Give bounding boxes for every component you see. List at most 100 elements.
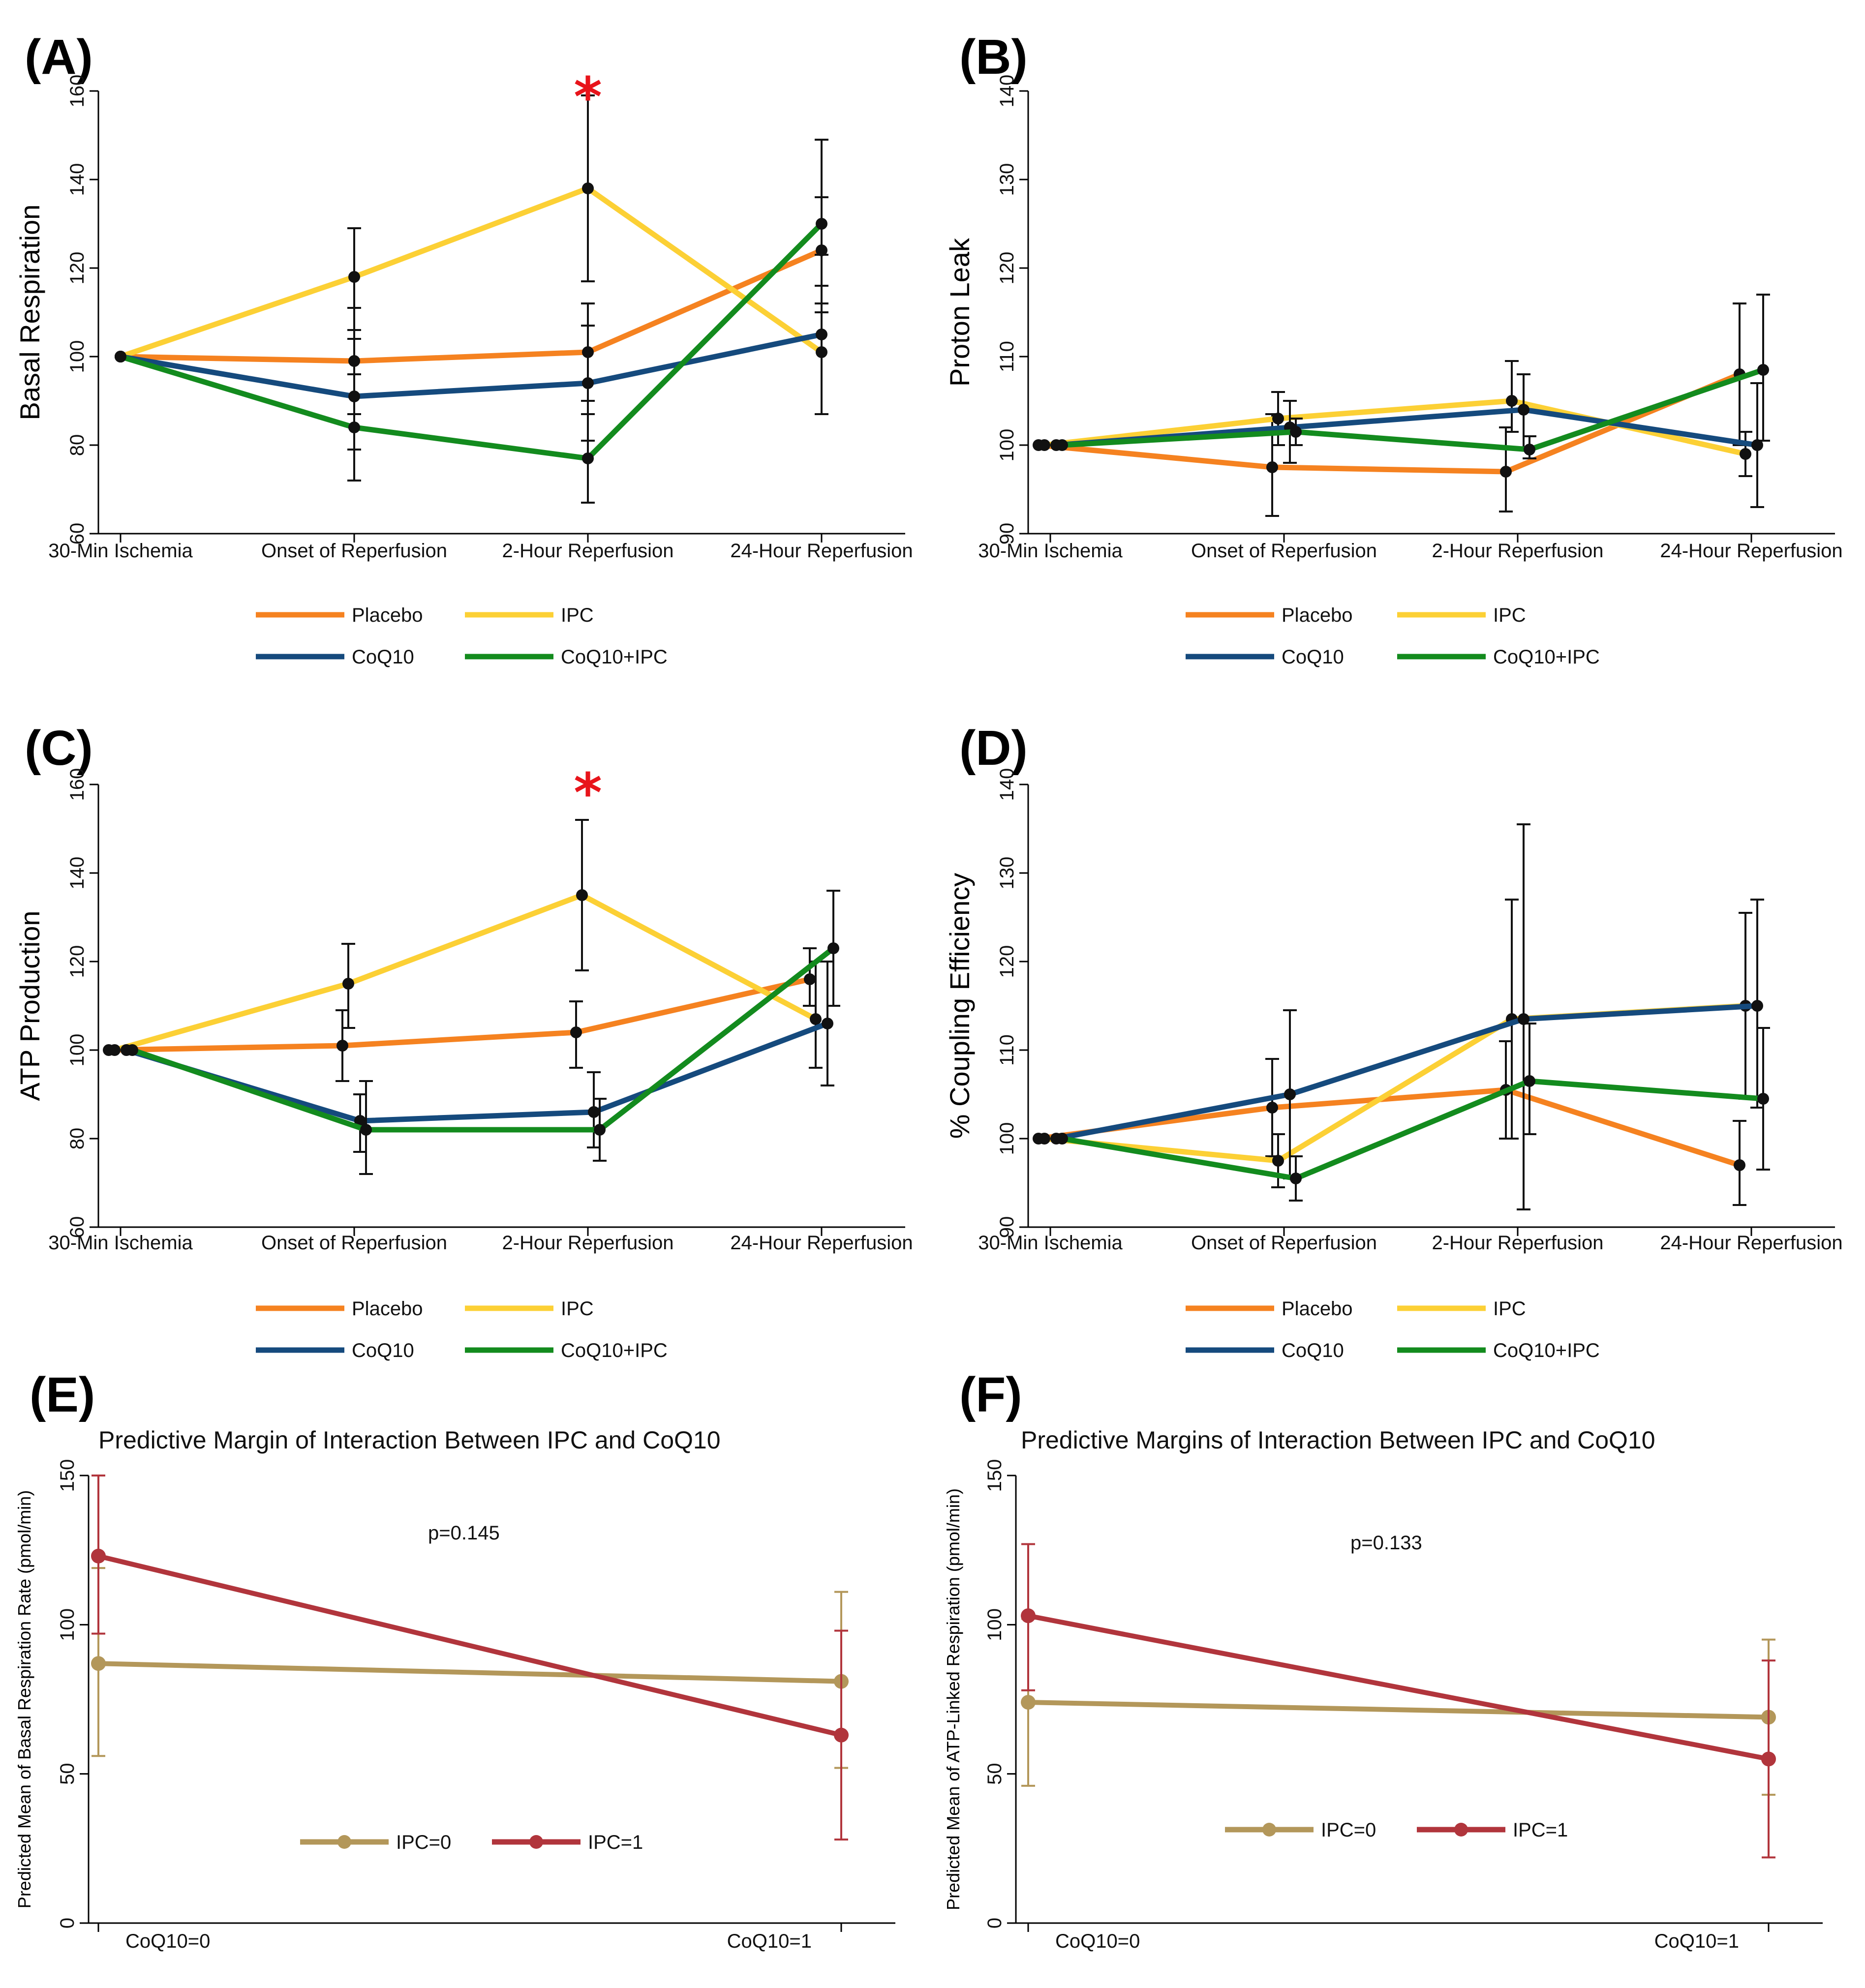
panel-c-legend-label-placebo: Placebo: [352, 1298, 423, 1320]
panel-a-legend-label-ipc: IPC: [561, 604, 594, 626]
panel-c-xtick-label: Onset of Reperfusion: [261, 1232, 447, 1254]
panel-b-xtick-label: 2-Hour Reperfusion: [1432, 540, 1603, 562]
panel-b-series-coq10-point: [1751, 439, 1763, 451]
panel-c-series-ipc-point: [342, 978, 354, 990]
panel-e-series-ipc-0-point: [91, 1656, 106, 1671]
panel-a-ytick-label: 140: [66, 163, 88, 196]
panel-e-p-value: p=0.145: [428, 1522, 500, 1544]
panel-d-ytick-label: 110: [996, 1034, 1018, 1066]
panel-c-series-coq10-ipc: [126, 890, 840, 1175]
panel-c-ytick-label: 60: [66, 1216, 88, 1238]
panel-a-legend-label-coq10-ipc: CoQ10+IPC: [561, 646, 668, 668]
panel-d-xtick-label: 24-Hour Reperfusion: [1660, 1232, 1842, 1254]
panel-d-series-coq10-ipc-point: [1290, 1173, 1302, 1184]
panel-b-legend-label-ipc: IPC: [1493, 604, 1526, 626]
panel-f-xtick-label: CoQ10=1: [1654, 1930, 1739, 1952]
panel-b-legend-label-placebo: Placebo: [1282, 604, 1353, 626]
panel-b-series-ipc-point: [1039, 439, 1050, 451]
panel-e-xtick-label: CoQ10=0: [125, 1930, 210, 1952]
panel-e-legend-label-ipc-0: IPC=0: [396, 1832, 451, 1853]
panel-c-label: (C): [25, 721, 93, 776]
panel-a-legend: Placebo IPC CoQ10 CoQ10+IPC: [256, 604, 668, 668]
panel-b-ytick-label: 120: [996, 252, 1018, 285]
panel-c-series-coq10-ipc-line: [131, 946, 835, 1133]
panel-d-xtick-label: Onset of Reperfusion: [1191, 1232, 1377, 1254]
panel-d-legend-label-coq10: CoQ10: [1282, 1340, 1344, 1361]
panel-c-series-coq10-point: [822, 1018, 833, 1029]
panel-a-significance-star: *: [574, 65, 602, 128]
panel-d: (D) 90 100 110 120 130 140 % Coupling Efficienc…: [944, 721, 1843, 1361]
panel-b-ytick-label: 130: [996, 163, 1018, 196]
panel-d-series-coq10-point: [1518, 1013, 1529, 1025]
panel-a-series-ipc-point: [582, 182, 594, 194]
panel-a-ytick-label: 80: [66, 434, 88, 456]
panel-a-ytick-label: 120: [66, 252, 88, 285]
panel-a-ytick-label: 160: [66, 75, 88, 108]
panel-a-xtick-label: 2-Hour Reperfusion: [502, 540, 673, 562]
panel-c-series-coq10-point: [354, 1115, 366, 1127]
panel-c-series-coq10-ipc-point: [126, 1044, 138, 1056]
panel-a-series-coq10-ipc: [115, 139, 828, 504]
panel-f-ytick-label: 0: [984, 1918, 1006, 1928]
panel-d-series-placebo-point: [1266, 1102, 1278, 1114]
panel-d-xtick-label: 2-Hour Reperfusion: [1432, 1232, 1603, 1254]
panel-f-series-ipc-1-point: [1021, 1608, 1036, 1624]
panel-c-series-ipc-point: [109, 1044, 121, 1056]
panel-c-series-placebo-line: [108, 976, 811, 1053]
panel-c-series-placebo-point: [570, 1026, 582, 1038]
panel-f-xtick-label: CoQ10=0: [1055, 1930, 1140, 1952]
panel-b-ytick-label: 110: [996, 341, 1018, 372]
panel-d-series-coq10-ipc-point: [1524, 1075, 1535, 1087]
panel-d-label: (D): [959, 721, 1028, 776]
panel-d-ytick-label: 140: [996, 768, 1018, 801]
panel-c-series-coq10-ipc-point: [360, 1124, 372, 1136]
panel-b-xtick-label: 30-Min Ischemia: [978, 540, 1123, 562]
panel-a-xtick-label: 30-Min Ischemia: [48, 540, 193, 562]
panel-a-xtick-label: Onset of Reperfusion: [261, 540, 447, 562]
panel-e-legend-marker-ipc-0: [337, 1835, 351, 1849]
panel-c-series-coq10-point: [588, 1106, 600, 1118]
panel-c-series-ipc-line: [114, 892, 817, 1053]
panel-b-legend: Placebo IPC CoQ10 CoQ10+IPC: [1186, 604, 1600, 668]
panel-c-series-coq10: [121, 961, 834, 1153]
panel-d-legend-label-coq10-ipc: CoQ10+IPC: [1493, 1340, 1600, 1361]
panel-f-y-title: Predicted Mean of ATP-Linked Respiration…: [943, 1488, 963, 1910]
panel-d-ytick-label: 120: [996, 945, 1018, 978]
panel-b-series-placebo-point: [1266, 461, 1278, 473]
panel-d-legend: Placebo IPC CoQ10 CoQ10+IPC: [1186, 1298, 1600, 1361]
panel-e-ytick-label: 50: [57, 1763, 78, 1785]
panel-a-series-ipc-line: [120, 185, 824, 360]
panel-e-series-ipc-1-point: [91, 1548, 106, 1564]
panel-a-series-ipc: [115, 94, 828, 415]
panel-c-xtick-label: 24-Hour Reperfusion: [730, 1232, 913, 1254]
panel-c-xtick-label: 2-Hour Reperfusion: [502, 1232, 673, 1254]
panel-a-series-coq10-ipc-point: [816, 218, 827, 230]
panel-f-legend-label-ipc-0: IPC=0: [1321, 1819, 1376, 1841]
panel-d-xtick-label: 30-Min Ischemia: [978, 1232, 1123, 1254]
panel-b-xtick-label: Onset of Reperfusion: [1191, 540, 1377, 562]
panel-b-label: (B): [959, 30, 1028, 85]
panel-a-ytick-label: 100: [66, 340, 88, 373]
panel-e-legend-label-ipc-1: IPC=1: [588, 1832, 643, 1853]
panel-e-xtick-label: CoQ10=1: [727, 1930, 812, 1952]
panel-e: (E)Predictive Margin of Interaction Betw…: [14, 1367, 895, 1952]
panel-c-ytick-label: 80: [66, 1128, 88, 1150]
panel-a: (A) 60 80 100 120 140 160 Basal Respiration 30-M…: [14, 30, 913, 668]
panel-a-series-coq10-line: [120, 331, 823, 399]
panel-a-series-ipc-point: [348, 271, 360, 283]
panel-a-series-coq10-ipc-point: [582, 452, 594, 464]
panel-b-y-title: Proton Leak: [944, 238, 975, 387]
panel-e-series-ipc-0: [91, 1567, 849, 1769]
panel-c-series-coq10-ipc-point: [827, 942, 839, 954]
panel-a-series-coq10-ipc-point: [348, 422, 360, 433]
panel-c-legend: Placebo IPC CoQ10 CoQ10+IPC: [256, 1298, 668, 1361]
panel-d-series-coq10-ipc-point: [1757, 1093, 1769, 1105]
panel-d-series-coq10-point: [1751, 1000, 1763, 1012]
panel-f-series-ipc-0-point: [1021, 1695, 1036, 1710]
panel-e-ytick-label: 0: [57, 1918, 78, 1928]
panel-f-legend-marker-ipc-1: [1454, 1823, 1468, 1837]
panel-d-ytick-label: 100: [996, 1122, 1018, 1155]
panel-b-legend-label-coq10: CoQ10: [1282, 646, 1344, 668]
panel-d-legend-label-placebo: Placebo: [1282, 1298, 1353, 1320]
